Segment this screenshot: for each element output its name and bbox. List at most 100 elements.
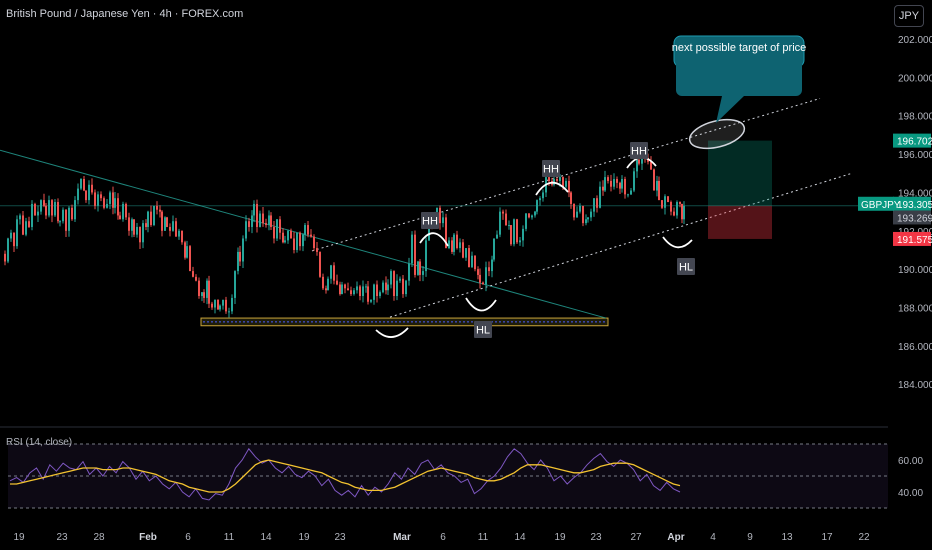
candle-body	[109, 192, 111, 204]
candle-body	[28, 221, 30, 227]
time-axis[interactable]: 19 23 28 Feb 6 11 14 19 23 Mar 6 11 14 19 23 27 Apr 4 9 13 1…	[13, 532, 870, 543]
candle-body	[327, 278, 329, 291]
candle-body	[237, 251, 239, 272]
candle-body	[681, 203, 683, 220]
candle-body	[508, 225, 510, 227]
candle-body	[54, 202, 56, 216]
candle-body	[245, 221, 247, 239]
time-tick-label: 14	[514, 532, 526, 543]
candle-body	[513, 219, 515, 245]
candle-body	[214, 299, 216, 308]
candle-body	[198, 280, 200, 297]
candle-body	[304, 225, 306, 235]
candle-body	[442, 217, 444, 224]
candle-body	[339, 284, 341, 295]
candle-body	[465, 248, 467, 258]
channel-lower	[389, 172, 853, 318]
candle-body	[471, 255, 473, 268]
candle-body	[10, 232, 12, 239]
candle-body	[231, 297, 233, 312]
candle-body	[206, 280, 208, 298]
candle-body	[34, 203, 36, 216]
candle-body	[13, 232, 15, 247]
candle-body	[676, 202, 678, 216]
price-tick-label: 198.000	[898, 112, 932, 123]
candle-body	[201, 292, 203, 297]
price-label-tag: 193.269	[893, 210, 932, 225]
rsi-pane[interactable]: 60.00 40.00	[8, 443, 923, 509]
candle-body	[100, 194, 102, 199]
pattern-annotations: HH HH HH HL HL next possible target of price	[375, 35, 806, 338]
candle-body	[19, 215, 21, 220]
candle-body	[178, 230, 180, 237]
candle-body	[37, 211, 39, 216]
candle-body	[477, 269, 479, 275]
candle-body	[268, 215, 270, 226]
candle-body	[57, 202, 59, 222]
candle-body	[542, 192, 544, 199]
position-tool[interactable]	[708, 140, 772, 239]
price-tick-label: 194.000	[898, 188, 932, 199]
candle-body	[330, 265, 332, 279]
candle-body	[579, 205, 581, 212]
candle-body	[585, 219, 587, 224]
candle-body	[142, 223, 144, 243]
candle-body	[228, 311, 230, 313]
candle-body	[319, 251, 321, 277]
candle-body	[234, 271, 236, 298]
rsi-title: RSI (14, close)	[6, 437, 73, 448]
candle-body	[336, 280, 338, 285]
candle-body	[379, 292, 381, 297]
channel-upper	[311, 97, 821, 252]
candle-body	[239, 251, 241, 262]
candle-body	[94, 192, 96, 206]
candle-body	[85, 190, 87, 201]
label-text: HL	[679, 262, 693, 274]
candle-body	[262, 213, 264, 224]
candle-body	[122, 203, 124, 220]
candle-body	[48, 200, 50, 216]
candle-body	[587, 217, 589, 220]
candle-body	[344, 284, 346, 289]
candle-body	[468, 248, 470, 268]
candle-body	[356, 286, 358, 291]
currency-button[interactable]: JPY	[894, 5, 924, 27]
candle-body	[510, 225, 512, 245]
candle-body	[539, 198, 541, 201]
time-tick-label: 17	[821, 532, 833, 543]
candle-body	[573, 203, 575, 218]
candle-body	[408, 263, 410, 281]
candle-body	[656, 180, 658, 191]
symbol-tag-text: GBPJPY	[861, 200, 901, 211]
candle-body	[590, 211, 592, 218]
candle-body	[208, 280, 210, 304]
candle-body	[128, 217, 130, 231]
price-label-tag-text: 193.269	[897, 213, 932, 224]
candle-body	[565, 180, 567, 187]
candle-body	[548, 177, 550, 181]
last-price-tag-text: 193.305	[897, 200, 932, 211]
candle-body	[195, 276, 197, 281]
candle-body	[181, 230, 183, 243]
callout-fill	[676, 38, 802, 96]
price-axis[interactable]: 202.000200.000198.000196.000194.000192.0…	[858, 35, 932, 391]
candle-body	[448, 240, 450, 249]
target-price-tag: 196.702	[893, 133, 932, 148]
candle-body	[169, 226, 171, 231]
time-tick-label: 27	[630, 532, 642, 543]
candle-body	[562, 177, 564, 187]
candle-body	[582, 205, 584, 224]
candle-body	[568, 180, 570, 193]
candle-body	[74, 200, 76, 220]
label-bg	[677, 258, 695, 275]
candle-body	[222, 299, 224, 306]
candle-body	[159, 209, 161, 212]
price-tick-label: 186.000	[898, 342, 932, 353]
candle-body	[525, 213, 527, 229]
candle-body	[302, 234, 304, 247]
candle-body	[610, 180, 612, 187]
candle-body	[347, 288, 349, 291]
candle-body	[607, 177, 609, 181]
candle-body	[325, 288, 327, 291]
